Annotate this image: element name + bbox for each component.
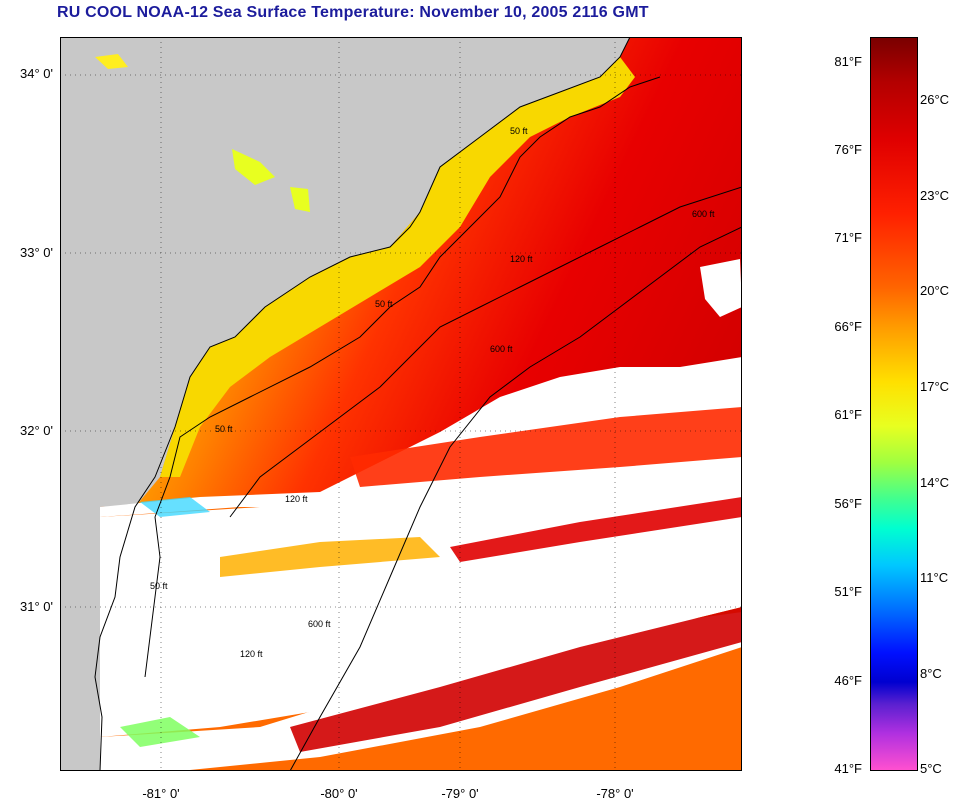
isobath-label: 50 ft — [510, 126, 528, 136]
isobath-label: 600 ft — [692, 209, 715, 219]
isobath-label: 120 ft — [285, 494, 308, 504]
colorbar-c-label: 5°C — [920, 761, 942, 776]
colorbar-c-label: 23°C — [920, 188, 950, 203]
sst-map: 50 ft 50 ft 50 ft 120 ft 120 ft 120 ft 6… — [60, 37, 742, 771]
lon-label: -80° 0' — [320, 786, 358, 801]
lat-label: 33° 0' — [20, 245, 53, 260]
isobath-label: 600 ft — [490, 344, 513, 354]
coastline — [94, 37, 631, 771]
colorbar-c-label: 26°C — [920, 92, 950, 107]
temperature-colorbar — [870, 37, 918, 771]
colorbar-c-label: 14°C — [920, 475, 950, 490]
isobath-50ft — [154, 76, 661, 518]
warm-streak-4 — [220, 537, 440, 577]
colorbar-f-label: 61°F — [834, 407, 862, 422]
isobath-600ft — [289, 226, 742, 771]
lat-label: 34° 0' — [20, 66, 53, 81]
inland-patch-3 — [95, 54, 128, 69]
colorbar-c-label: 17°C — [920, 379, 950, 394]
warm-streak-3 — [290, 607, 742, 752]
lat-label: 31° 0' — [20, 599, 53, 614]
isobath-50ft-south — [144, 516, 161, 678]
isobath-label: 50 ft — [215, 424, 233, 434]
inland-patch-2 — [290, 187, 310, 212]
colorbar-f-label: 51°F — [834, 584, 862, 599]
colorbar-c-label: 20°C — [920, 283, 950, 298]
isobath-label: 50 ft — [150, 581, 168, 591]
isobath-label: 120 ft — [510, 254, 533, 264]
lon-label: -81° 0' — [142, 786, 180, 801]
warm-streak-2 — [450, 497, 742, 562]
colorbar-f-label: 76°F — [834, 142, 862, 157]
colorbar-f-label: 81°F — [834, 54, 862, 69]
colorbar-f-label: 56°F — [834, 496, 862, 511]
lon-label: -79° 0' — [441, 786, 479, 801]
graticule — [60, 37, 742, 771]
inland-patch-1 — [232, 149, 275, 185]
colorbar-c-label: 11°C — [920, 570, 949, 585]
isobath-label: 600 ft — [308, 619, 331, 629]
warm-streak-1 — [350, 407, 742, 487]
isobath-label: 120 ft — [240, 649, 263, 659]
isobath-label: 50 ft — [375, 299, 393, 309]
lon-label: -78° 0' — [596, 786, 634, 801]
cloud-patch — [700, 259, 742, 317]
colorbar-f-label: 41°F — [834, 761, 862, 776]
lat-label: 32° 0' — [20, 423, 53, 438]
colorbar-f-label: 46°F — [834, 673, 862, 688]
cool-patch-2 — [120, 717, 200, 747]
map-title: RU COOL NOAA-12 Sea Surface Temperature:… — [57, 4, 649, 21]
coastal-cool-band — [160, 57, 635, 477]
colorbar-f-label: 71°F — [834, 230, 862, 245]
cloud-band-1 — [100, 357, 742, 517]
colorbar-c-label: 8°C — [920, 666, 942, 681]
colorbar-f-label: 66°F — [834, 319, 862, 334]
cool-patch-1 — [140, 497, 210, 517]
